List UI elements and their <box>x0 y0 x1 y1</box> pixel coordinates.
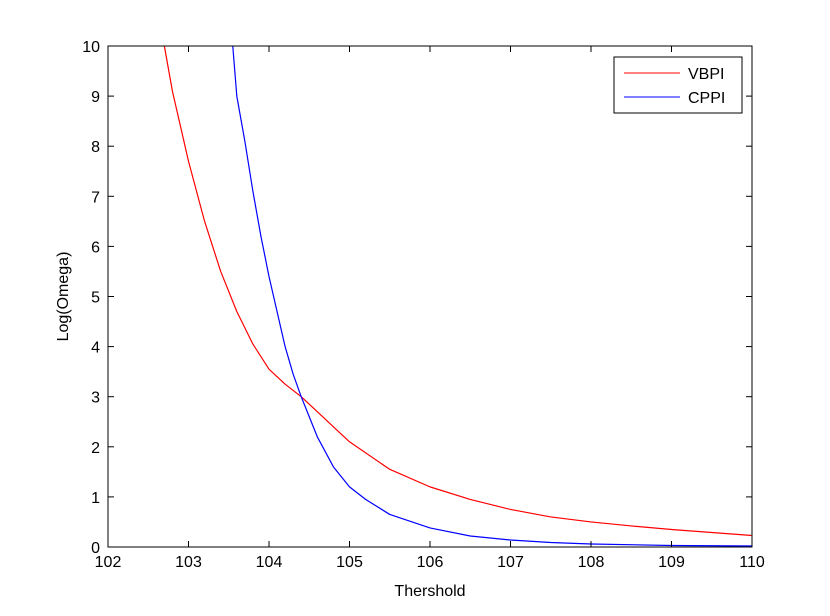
y-tick-label: 10 <box>82 39 100 56</box>
x-tick-label: 105 <box>336 554 363 571</box>
y-tick-label: 0 <box>91 540 100 557</box>
x-tick-label: 103 <box>175 554 202 571</box>
x-tick-label: 106 <box>417 554 444 571</box>
x-tick-label: 107 <box>497 554 524 571</box>
legend-box <box>613 56 743 114</box>
x-tick-label: 110 <box>739 554 765 571</box>
y-tick-label: 4 <box>91 340 100 357</box>
y-tick-label: 5 <box>91 290 100 307</box>
ticks-layer <box>107 45 753 548</box>
y-tick-label: 7 <box>91 189 100 206</box>
y-tick-label: 9 <box>91 89 100 106</box>
y-tick-label: 1 <box>91 490 100 507</box>
x-tick-labels: 102 103 104 105 106 107 108 109 110 <box>95 554 765 571</box>
legend-label-vbpi: VBPI <box>688 66 724 83</box>
y-tick-label: 6 <box>91 239 100 256</box>
y-tick-label: 2 <box>91 440 100 457</box>
x-tick-label: 102 <box>95 554 122 571</box>
x-axis-label: Thershold <box>394 583 465 600</box>
y-axis-label: Log(Omega) <box>55 252 72 342</box>
x-tick-label: 108 <box>578 554 605 571</box>
series-line-vbpi <box>163 45 753 537</box>
legend: VBPI CPPI <box>613 56 743 114</box>
y-tick-label: 8 <box>91 139 100 156</box>
y-tick-label: 3 <box>91 390 100 407</box>
x-tick-label: 104 <box>256 554 283 571</box>
series-line-cppi <box>232 45 753 547</box>
plot-area <box>108 46 752 547</box>
x-tick-label: 109 <box>658 554 685 571</box>
legend-label-cppi: CPPI <box>688 90 725 107</box>
series-layer <box>163 45 753 547</box>
y-tick-labels: 0 1 2 3 4 5 6 7 8 9 10 <box>82 39 100 557</box>
